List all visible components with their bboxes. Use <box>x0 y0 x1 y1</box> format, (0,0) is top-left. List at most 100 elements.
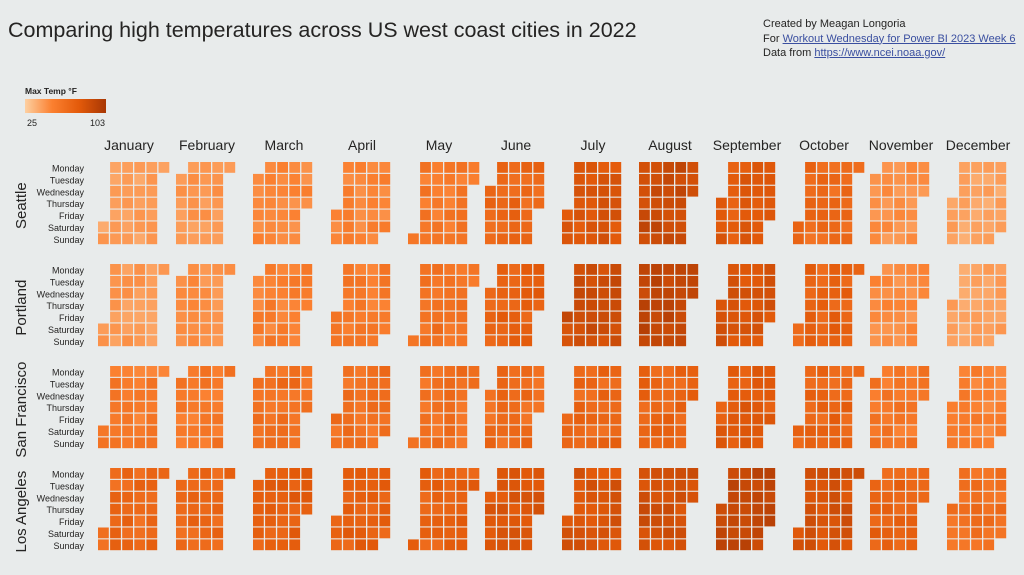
day-cell[interactable] <box>134 491 146 503</box>
day-cell[interactable] <box>663 479 674 491</box>
day-cell[interactable] <box>959 425 970 437</box>
day-cell[interactable] <box>265 389 276 401</box>
day-cell[interactable] <box>265 491 276 503</box>
day-cell[interactable] <box>176 197 187 209</box>
day-cell[interactable] <box>122 527 133 539</box>
day-cell[interactable] <box>146 425 158 437</box>
day-cell[interactable] <box>817 209 828 221</box>
day-cell[interactable] <box>343 539 354 551</box>
day-cell[interactable] <box>265 413 276 425</box>
day-cell[interactable] <box>995 197 1007 209</box>
day-cell[interactable] <box>146 209 158 221</box>
day-cell[interactable] <box>663 503 674 515</box>
day-cell[interactable] <box>829 197 841 209</box>
day-cell[interactable] <box>894 311 905 323</box>
day-cell[interactable] <box>301 275 313 287</box>
day-cell[interactable] <box>639 311 650 323</box>
day-cell[interactable] <box>379 468 391 479</box>
day-cell[interactable] <box>188 287 199 299</box>
day-cell[interactable] <box>947 437 958 449</box>
day-cell[interactable] <box>521 468 533 479</box>
day-cell[interactable] <box>200 275 211 287</box>
day-cell[interactable] <box>176 377 187 389</box>
day-cell[interactable] <box>289 264 301 275</box>
day-cell[interactable] <box>586 539 597 551</box>
day-cell[interactable] <box>728 389 739 401</box>
day-cell[interactable] <box>764 401 776 413</box>
day-cell[interactable] <box>971 221 982 233</box>
day-cell[interactable] <box>675 275 687 287</box>
day-cell[interactable] <box>188 539 199 551</box>
day-cell[interactable] <box>906 413 918 425</box>
day-cell[interactable] <box>134 185 146 197</box>
day-cell[interactable] <box>188 233 199 245</box>
day-cell[interactable] <box>146 539 158 551</box>
day-cell[interactable] <box>277 185 288 197</box>
day-cell[interactable] <box>456 366 468 377</box>
day-cell[interactable] <box>122 173 133 185</box>
day-cell[interactable] <box>277 264 288 275</box>
day-cell[interactable] <box>639 209 650 221</box>
day-cell[interactable] <box>432 377 443 389</box>
day-cell[interactable] <box>253 437 264 449</box>
day-cell[interactable] <box>277 503 288 515</box>
day-cell[interactable] <box>485 197 496 209</box>
day-cell[interactable] <box>432 335 443 347</box>
day-cell[interactable] <box>651 311 662 323</box>
day-cell[interactable] <box>379 401 391 413</box>
day-cell[interactable] <box>188 377 199 389</box>
day-cell[interactable] <box>983 162 995 173</box>
day-cell[interactable] <box>728 515 739 527</box>
day-cell[interactable] <box>959 539 970 551</box>
day-cell[interactable] <box>497 413 508 425</box>
day-cell[interactable] <box>728 401 739 413</box>
day-cell[interactable] <box>906 311 918 323</box>
day-cell[interactable] <box>687 287 699 299</box>
day-cell[interactable] <box>444 221 456 233</box>
day-cell[interactable] <box>212 437 224 449</box>
day-cell[interactable] <box>212 389 224 401</box>
day-cell[interactable] <box>586 335 597 347</box>
day-cell[interactable] <box>829 335 841 347</box>
day-cell[interactable] <box>265 221 276 233</box>
day-cell[interactable] <box>497 539 508 551</box>
day-cell[interactable] <box>497 401 508 413</box>
day-cell[interactable] <box>367 299 379 311</box>
day-cell[interactable] <box>134 425 146 437</box>
day-cell[interactable] <box>367 185 379 197</box>
day-cell[interactable] <box>367 275 379 287</box>
day-cell[interactable] <box>663 221 674 233</box>
day-cell[interactable] <box>740 437 751 449</box>
day-cell[interactable] <box>521 197 533 209</box>
day-cell[interactable] <box>870 425 881 437</box>
day-cell[interactable] <box>805 275 816 287</box>
day-cell[interactable] <box>728 377 739 389</box>
day-cell[interactable] <box>598 491 610 503</box>
day-cell[interactable] <box>740 162 751 173</box>
day-cell[interactable] <box>253 377 264 389</box>
day-cell[interactable] <box>456 162 468 173</box>
day-cell[interactable] <box>444 479 456 491</box>
day-cell[interactable] <box>651 377 662 389</box>
day-cell[interactable] <box>456 503 468 515</box>
day-cell[interactable] <box>971 425 982 437</box>
day-cell[interactable] <box>379 197 391 209</box>
day-cell[interactable] <box>598 264 610 275</box>
day-cell[interactable] <box>289 539 301 551</box>
day-cell[interactable] <box>343 299 354 311</box>
day-cell[interactable] <box>200 491 211 503</box>
day-cell[interactable] <box>444 515 456 527</box>
day-cell[interactable] <box>959 221 970 233</box>
day-cell[interactable] <box>959 491 970 503</box>
day-cell[interactable] <box>122 311 133 323</box>
day-cell[interactable] <box>651 233 662 245</box>
day-cell[interactable] <box>176 299 187 311</box>
day-cell[interactable] <box>675 527 687 539</box>
day-cell[interactable] <box>894 209 905 221</box>
day-cell[interactable] <box>882 503 893 515</box>
day-cell[interactable] <box>959 197 970 209</box>
day-cell[interactable] <box>610 413 622 425</box>
day-cell[interactable] <box>533 197 545 209</box>
day-cell[interactable] <box>740 185 751 197</box>
day-cell[interactable] <box>343 377 354 389</box>
